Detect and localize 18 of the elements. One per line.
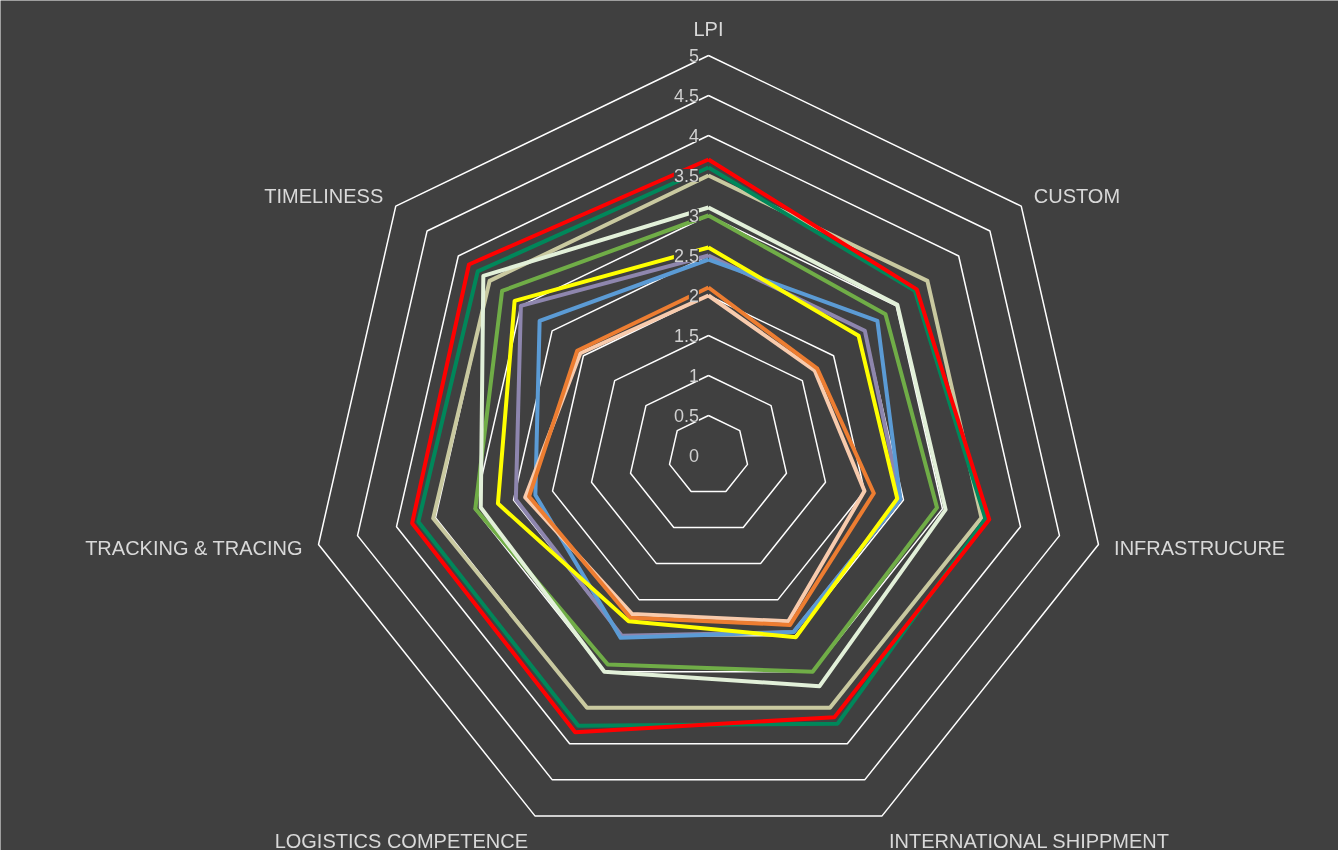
spoke-label: INFRASTRUCURE (1114, 537, 1286, 560)
y-tick-label: 2 (688, 286, 699, 306)
spoke-label: LPI (693, 17, 724, 40)
spoke-label: INTERNATIONAL SHIPPMENT (889, 830, 1170, 850)
spoke-label: TRACKING & TRACING (85, 537, 303, 560)
y-tick-label: 1 (688, 366, 699, 386)
spoke-label: CUSTOM (1033, 185, 1121, 208)
y-tick-label: 0.5 (673, 406, 699, 426)
y-tick-label: 3.5 (673, 166, 699, 186)
y-tick-label: 0 (688, 446, 699, 466)
y-tick-label: 2.5 (673, 246, 699, 266)
y-tick-label: 5 (688, 46, 699, 66)
y-tick-label: 3 (688, 206, 699, 226)
y-tick-label: 4 (688, 126, 699, 146)
y-tick-label: 1.5 (673, 326, 699, 346)
spoke-label: LOGISTICS COMPETENCE (274, 830, 529, 850)
y-tick-label: 4.5 (673, 86, 699, 106)
spoke-label: TIMELINESS (264, 185, 384, 208)
